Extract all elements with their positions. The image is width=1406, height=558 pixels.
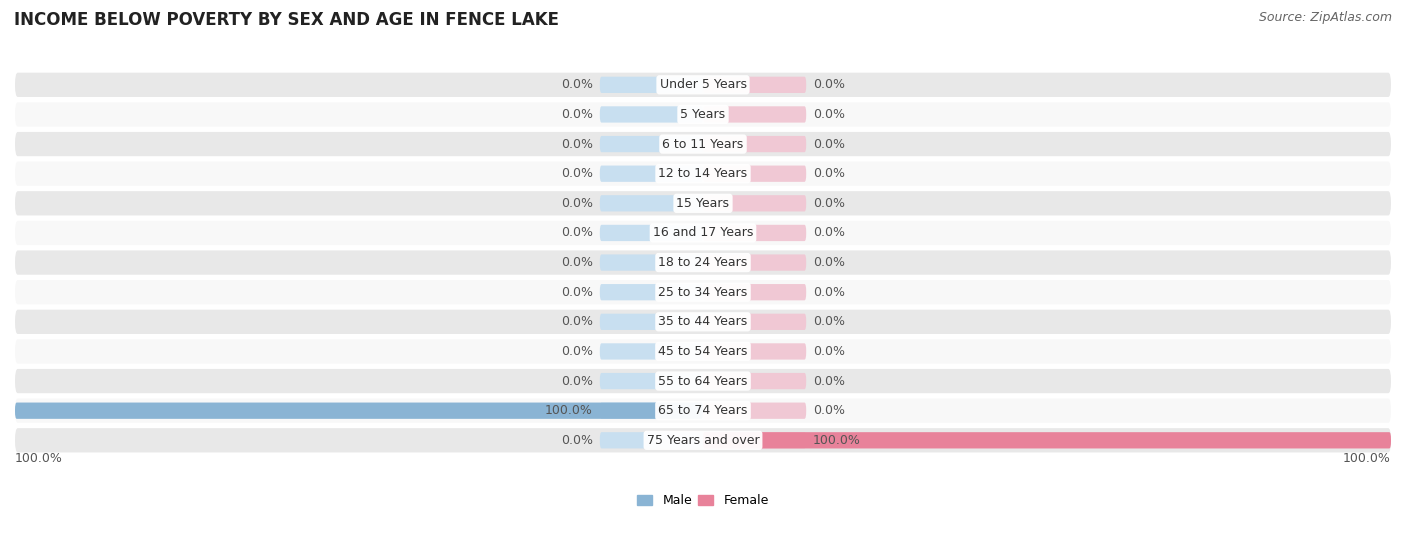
FancyBboxPatch shape — [703, 166, 806, 182]
Text: 12 to 14 Years: 12 to 14 Years — [658, 167, 748, 180]
Text: Under 5 Years: Under 5 Years — [659, 78, 747, 92]
FancyBboxPatch shape — [600, 432, 703, 449]
FancyBboxPatch shape — [703, 76, 806, 93]
FancyBboxPatch shape — [15, 73, 1391, 97]
Text: 0.0%: 0.0% — [561, 167, 593, 180]
Text: 0.0%: 0.0% — [813, 167, 845, 180]
Text: 6 to 11 Years: 6 to 11 Years — [662, 138, 744, 151]
Text: 0.0%: 0.0% — [813, 404, 845, 417]
Text: 25 to 34 Years: 25 to 34 Years — [658, 286, 748, 299]
FancyBboxPatch shape — [600, 254, 703, 271]
Text: INCOME BELOW POVERTY BY SEX AND AGE IN FENCE LAKE: INCOME BELOW POVERTY BY SEX AND AGE IN F… — [14, 11, 560, 29]
Text: 16 and 17 Years: 16 and 17 Years — [652, 227, 754, 239]
FancyBboxPatch shape — [15, 339, 1391, 364]
FancyBboxPatch shape — [703, 343, 806, 359]
FancyBboxPatch shape — [15, 428, 1391, 453]
FancyBboxPatch shape — [703, 432, 1391, 449]
Text: 15 Years: 15 Years — [676, 197, 730, 210]
Text: 45 to 54 Years: 45 to 54 Years — [658, 345, 748, 358]
Text: 65 to 74 Years: 65 to 74 Years — [658, 404, 748, 417]
FancyBboxPatch shape — [15, 402, 703, 419]
Text: 5 Years: 5 Years — [681, 108, 725, 121]
FancyBboxPatch shape — [703, 106, 806, 123]
Legend: Male, Female: Male, Female — [633, 489, 773, 512]
FancyBboxPatch shape — [703, 432, 806, 449]
FancyBboxPatch shape — [703, 195, 806, 211]
Text: 0.0%: 0.0% — [561, 345, 593, 358]
Text: 0.0%: 0.0% — [813, 108, 845, 121]
Text: 0.0%: 0.0% — [813, 197, 845, 210]
FancyBboxPatch shape — [703, 402, 806, 419]
FancyBboxPatch shape — [703, 136, 806, 152]
Text: 18 to 24 Years: 18 to 24 Years — [658, 256, 748, 269]
Text: 0.0%: 0.0% — [561, 256, 593, 269]
FancyBboxPatch shape — [600, 166, 703, 182]
FancyBboxPatch shape — [600, 106, 703, 123]
FancyBboxPatch shape — [15, 132, 1391, 156]
Text: 0.0%: 0.0% — [561, 108, 593, 121]
Text: 0.0%: 0.0% — [813, 138, 845, 151]
FancyBboxPatch shape — [703, 254, 806, 271]
FancyBboxPatch shape — [15, 369, 1391, 393]
FancyBboxPatch shape — [600, 284, 703, 300]
Text: 0.0%: 0.0% — [813, 256, 845, 269]
FancyBboxPatch shape — [15, 162, 1391, 186]
FancyBboxPatch shape — [600, 136, 703, 152]
Text: 100.0%: 100.0% — [1343, 451, 1391, 465]
FancyBboxPatch shape — [703, 373, 806, 389]
Text: 35 to 44 Years: 35 to 44 Years — [658, 315, 748, 328]
FancyBboxPatch shape — [15, 251, 1391, 275]
Text: 0.0%: 0.0% — [561, 434, 593, 447]
FancyBboxPatch shape — [600, 314, 703, 330]
FancyBboxPatch shape — [600, 225, 703, 241]
FancyBboxPatch shape — [15, 221, 1391, 245]
Text: Source: ZipAtlas.com: Source: ZipAtlas.com — [1258, 11, 1392, 24]
Text: 0.0%: 0.0% — [813, 286, 845, 299]
Text: 0.0%: 0.0% — [561, 286, 593, 299]
FancyBboxPatch shape — [600, 195, 703, 211]
FancyBboxPatch shape — [600, 373, 703, 389]
FancyBboxPatch shape — [15, 398, 1391, 423]
Text: 0.0%: 0.0% — [813, 227, 845, 239]
Text: 0.0%: 0.0% — [561, 227, 593, 239]
Text: 0.0%: 0.0% — [813, 345, 845, 358]
Text: 75 Years and over: 75 Years and over — [647, 434, 759, 447]
Text: 100.0%: 100.0% — [813, 434, 860, 447]
FancyBboxPatch shape — [703, 284, 806, 300]
Text: 0.0%: 0.0% — [561, 78, 593, 92]
Text: 0.0%: 0.0% — [561, 138, 593, 151]
Text: 0.0%: 0.0% — [813, 315, 845, 328]
FancyBboxPatch shape — [600, 76, 703, 93]
FancyBboxPatch shape — [600, 402, 703, 419]
FancyBboxPatch shape — [703, 314, 806, 330]
FancyBboxPatch shape — [703, 225, 806, 241]
FancyBboxPatch shape — [15, 280, 1391, 304]
Text: 100.0%: 100.0% — [15, 451, 63, 465]
Text: 0.0%: 0.0% — [813, 374, 845, 388]
Text: 0.0%: 0.0% — [813, 78, 845, 92]
FancyBboxPatch shape — [15, 191, 1391, 215]
Text: 0.0%: 0.0% — [561, 315, 593, 328]
Text: 0.0%: 0.0% — [561, 197, 593, 210]
FancyBboxPatch shape — [600, 343, 703, 359]
FancyBboxPatch shape — [15, 102, 1391, 127]
Text: 0.0%: 0.0% — [561, 374, 593, 388]
Text: 55 to 64 Years: 55 to 64 Years — [658, 374, 748, 388]
FancyBboxPatch shape — [15, 310, 1391, 334]
Text: 100.0%: 100.0% — [546, 404, 593, 417]
